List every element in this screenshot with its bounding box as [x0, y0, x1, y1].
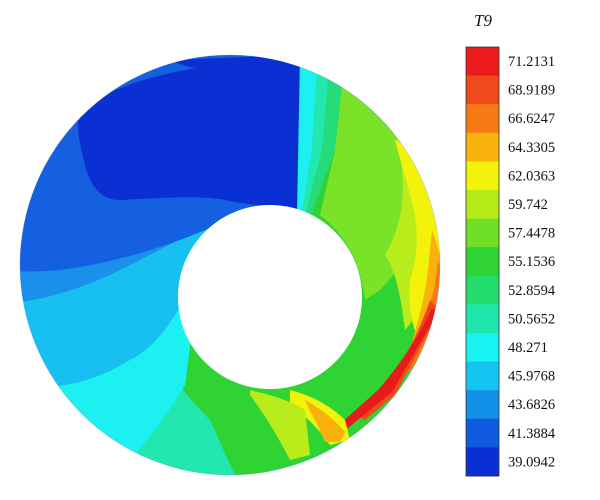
color-legend: T9 71.2131 68.9189 66.6247 64.3305 62.0363 59…: [465, 11, 556, 477]
legend-label: 50.5652: [508, 311, 555, 327]
legend-label: 52.8594: [508, 283, 556, 299]
legend-label: 62.0363: [508, 168, 555, 184]
legend-label: 48.271: [508, 340, 548, 356]
legend-label: 57.4478: [508, 226, 555, 242]
legend-swatch: [466, 47, 499, 76]
legend-swatch: [466, 104, 499, 134]
field-band-green-aqua-right: [306, 57, 345, 213]
legend-label: 68.9189: [508, 83, 555, 99]
annulus-inner-hole: [178, 205, 362, 389]
legend-frame: [465, 46, 500, 477]
legend-label: 43.6826: [508, 397, 555, 413]
field-band-deep-blue: [77, 60, 301, 212]
legend-swatch: [466, 390, 499, 420]
legend-swatch: [466, 447, 499, 477]
field-band-orange-bottom: [305, 400, 345, 442]
legend-title: T9: [474, 11, 492, 30]
legend-swatch: [466, 218, 499, 248]
legend-label: 64.3305: [508, 140, 555, 156]
field-band-red-orange-right: [355, 300, 440, 420]
field-band-deep-blue-upper: [170, 55, 300, 80]
legend-label: 71.2131: [508, 54, 555, 70]
legend-swatch: [466, 75, 499, 105]
legend-swatch: [466, 304, 499, 334]
field-band-orange-yellow-right: [410, 230, 444, 355]
annulus-outer-edge: [19, 54, 441, 476]
legend-label: 39.0942: [508, 454, 555, 470]
legend-label: 41.3884: [508, 426, 556, 442]
legend-swatch: [466, 333, 499, 362]
legend-label: 45.9768: [508, 369, 555, 385]
legend-label: 66.6247: [508, 111, 555, 127]
legend-label: 55.1536: [508, 254, 555, 270]
legend-label: 59.742: [508, 197, 548, 213]
legend-swatch: [466, 132, 499, 162]
field-band-aqua-right: [302, 55, 330, 213]
field-band-cyan-right: [297, 55, 318, 213]
legend-swatch: [466, 361, 499, 391]
legend-swatches: [465, 46, 500, 477]
legend-swatch: [466, 275, 499, 305]
legend-swatch: [466, 418, 499, 448]
field-band-yellow-green-bottom: [250, 390, 310, 460]
legend-swatch: [466, 190, 499, 219]
legend-labels: 71.2131 68.9189 66.6247 64.3305 62.0363 59.74…: [508, 54, 556, 470]
legend-swatch: [466, 161, 499, 191]
field-band-red-right: [340, 308, 438, 428]
legend-swatch: [466, 247, 499, 277]
